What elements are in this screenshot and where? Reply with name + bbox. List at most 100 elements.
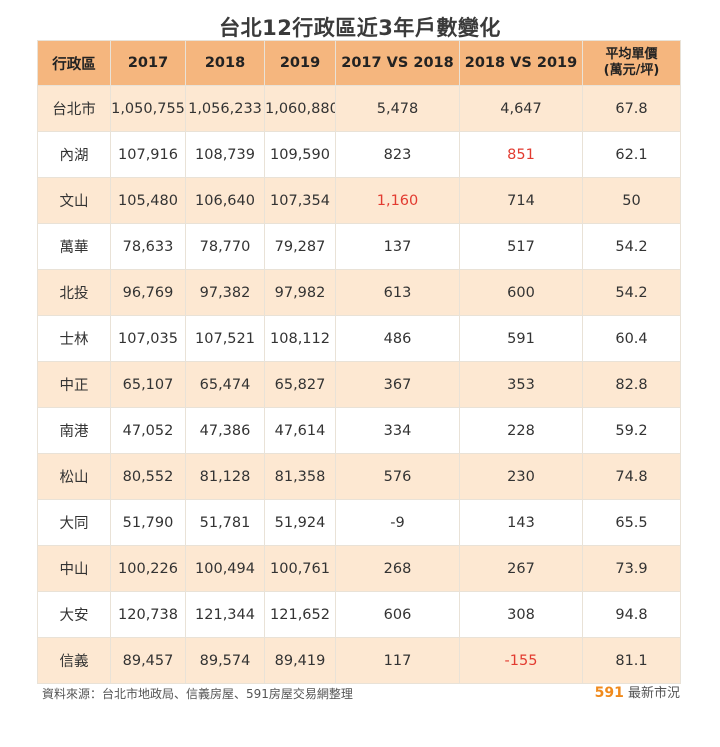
table-cell: 334 [335, 407, 460, 454]
brand-number: 591 [594, 685, 624, 701]
table-cell: -155 [459, 637, 583, 684]
table-cell: 367 [335, 361, 460, 408]
district-cell: 信義 [37, 637, 111, 684]
table-cell: 823 [335, 131, 460, 178]
table-row: 松山 80,552 81,128 81,358 576 230 74.8 [37, 453, 681, 500]
table-cell: 73.9 [582, 545, 681, 592]
column-header: 2017 VS 2018 [335, 40, 460, 86]
table-cell: 65,827 [264, 361, 336, 408]
table-cell: 50 [582, 177, 681, 224]
column-header: 平均單價 (萬元/坪) [582, 40, 681, 86]
table-row: 文山 105,480 106,640 107,354 1,160 714 50 [37, 177, 681, 224]
district-cell: 松山 [37, 453, 111, 500]
table-cell: 100,761 [264, 545, 336, 592]
table-cell: 78,633 [110, 223, 186, 270]
district-cell: 大同 [37, 499, 111, 546]
district-cell: 南港 [37, 407, 111, 454]
table-cell: 143 [459, 499, 583, 546]
district-cell: 台北市 [37, 85, 111, 132]
column-header: 2018 VS 2019 [459, 40, 583, 86]
table-cell: 94.8 [582, 591, 681, 638]
table-cell: 600 [459, 269, 583, 316]
table-cell: 107,035 [110, 315, 186, 362]
table-cell: 267 [459, 545, 583, 592]
column-header: 2017 [110, 40, 186, 86]
table-cell: 308 [459, 591, 583, 638]
table-row: 北投 96,769 97,382 97,982 613 600 54.2 [37, 269, 681, 316]
table-row: 南港 47,052 47,386 47,614 334 228 59.2 [37, 407, 681, 454]
table-cell: 47,386 [185, 407, 265, 454]
table-cell: 107,916 [110, 131, 186, 178]
table-header-row: 行政區 2017 2018 2019 2017 VS 2018 2018 VS 2019 平… [37, 40, 681, 86]
table-cell: 80,552 [110, 453, 186, 500]
district-cell: 內湖 [37, 131, 111, 178]
table-cell: -9 [335, 499, 460, 546]
table-cell: 47,052 [110, 407, 186, 454]
table-cell: 65,474 [185, 361, 265, 408]
table-cell: 82.8 [582, 361, 681, 408]
table-row: 萬華 78,633 78,770 79,287 137 517 54.2 [37, 223, 681, 270]
table-cell: 62.1 [582, 131, 681, 178]
table-cell: 60.4 [582, 315, 681, 362]
brand-label: 591 最新市況 [595, 682, 680, 701]
district-cell: 中山 [37, 545, 111, 592]
column-header: 行政區 [37, 40, 111, 86]
table-cell: 121,344 [185, 591, 265, 638]
table-cell: 81.1 [582, 637, 681, 684]
table-cell: 5,478 [335, 85, 460, 132]
table-cell: 121,652 [264, 591, 336, 638]
table-cell: 81,358 [264, 453, 336, 500]
table-cell: 67.8 [582, 85, 681, 132]
table-cell: 97,982 [264, 269, 336, 316]
table-cell: 120,738 [110, 591, 186, 638]
table-cell: 486 [335, 315, 460, 362]
table-cell: 89,574 [185, 637, 265, 684]
table-cell: 228 [459, 407, 583, 454]
table-cell: 230 [459, 453, 583, 500]
district-cell: 大安 [37, 591, 111, 638]
table-row: 信義 89,457 89,574 89,419 117 -155 81.1 [37, 637, 681, 684]
table-cell: 108,739 [185, 131, 265, 178]
table-cell: 100,494 [185, 545, 265, 592]
table-cell: 613 [335, 269, 460, 316]
table-cell: 353 [459, 361, 583, 408]
table-cell: 54.2 [582, 223, 681, 270]
table-cell: 714 [459, 177, 583, 224]
table-cell: 1,160 [335, 177, 460, 224]
table-cell: 851 [459, 131, 583, 178]
table-cell: 78,770 [185, 223, 265, 270]
table-cell: 109,590 [264, 131, 336, 178]
table-cell: 81,128 [185, 453, 265, 500]
district-cell: 文山 [37, 177, 111, 224]
table-cell: 65.5 [582, 499, 681, 546]
table-cell: 4,647 [459, 85, 583, 132]
table-row: 台北市 1,050,755 1,056,233 1,060,880 5,478 4,647… [37, 85, 681, 132]
source-note: 資料來源：台北市地政局、信義房屋、591房屋交易網整理 [42, 687, 353, 701]
table-row: 士林 107,035 107,521 108,112 486 591 60.4 [37, 315, 681, 362]
table-cell: 51,790 [110, 499, 186, 546]
table-cell: 117 [335, 637, 460, 684]
table-cell: 97,382 [185, 269, 265, 316]
table-cell: 517 [459, 223, 583, 270]
table-cell: 74.8 [582, 453, 681, 500]
table-cell: 107,354 [264, 177, 336, 224]
district-cell: 士林 [37, 315, 111, 362]
district-cell: 中正 [37, 361, 111, 408]
table-cell: 137 [335, 223, 460, 270]
table-row: 內湖 107,916 108,739 109,590 823 851 62.1 [37, 131, 681, 178]
table-cell: 591 [459, 315, 583, 362]
table-cell: 47,614 [264, 407, 336, 454]
table-cell: 100,226 [110, 545, 186, 592]
table-row: 中山 100,226 100,494 100,761 268 267 73.9 [37, 545, 681, 592]
table-cell: 105,480 [110, 177, 186, 224]
column-header: 2019 [264, 40, 336, 86]
table-body: 台北市 1,050,755 1,056,233 1,060,880 5,478 4,647… [37, 85, 681, 684]
table-cell: 1,060,880 [264, 85, 336, 132]
table-cell: 89,457 [110, 637, 186, 684]
table-cell: 96,769 [110, 269, 186, 316]
table-row: 大安 120,738 121,344 121,652 606 308 94.8 [37, 591, 681, 638]
table-cell: 51,924 [264, 499, 336, 546]
column-header: 2018 [185, 40, 265, 86]
table-cell: 51,781 [185, 499, 265, 546]
table-cell: 89,419 [264, 637, 336, 684]
